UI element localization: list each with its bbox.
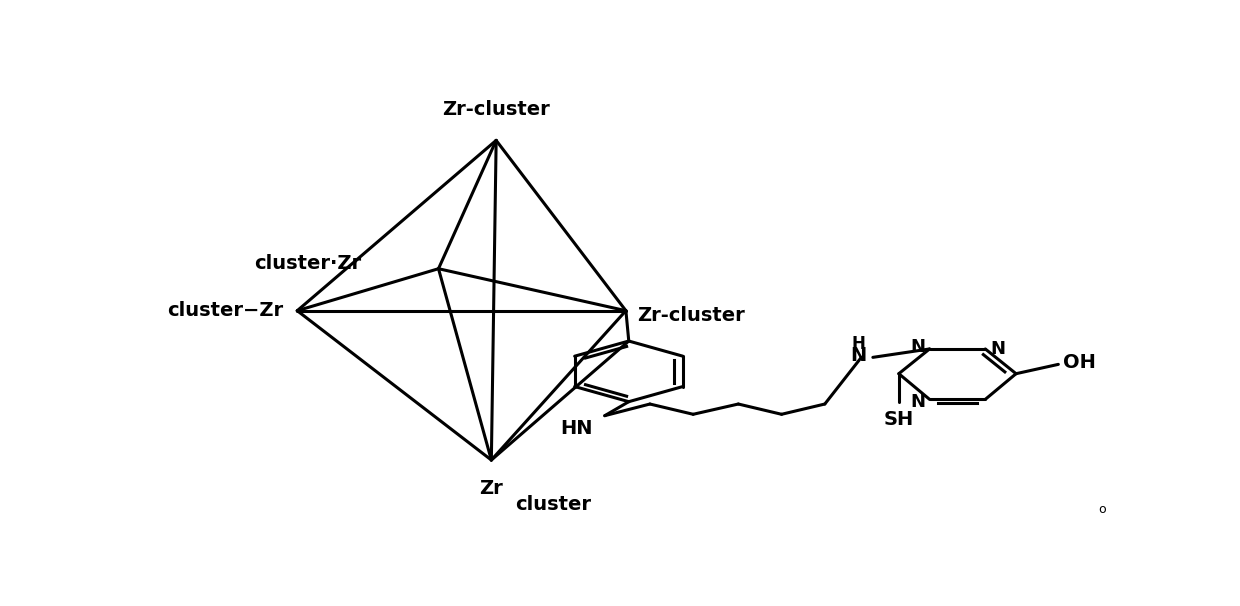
Text: OH: OH: [1063, 353, 1096, 373]
Text: Zr-cluster: Zr-cluster: [637, 306, 745, 325]
Text: Zr: Zr: [480, 479, 503, 498]
Text: H: H: [852, 335, 866, 353]
Text: Zr-cluster: Zr-cluster: [443, 101, 551, 119]
Text: N: N: [910, 338, 925, 356]
Text: HN: HN: [560, 419, 593, 438]
Text: cluster: cluster: [516, 495, 591, 514]
Text: N: N: [991, 340, 1006, 358]
Text: o: o: [1097, 502, 1105, 516]
Text: N: N: [910, 393, 925, 411]
Text: N: N: [851, 345, 867, 365]
Text: cluster·Zr: cluster·Zr: [254, 253, 362, 273]
Text: cluster−Zr: cluster−Zr: [166, 301, 283, 320]
Text: SH: SH: [884, 410, 914, 428]
